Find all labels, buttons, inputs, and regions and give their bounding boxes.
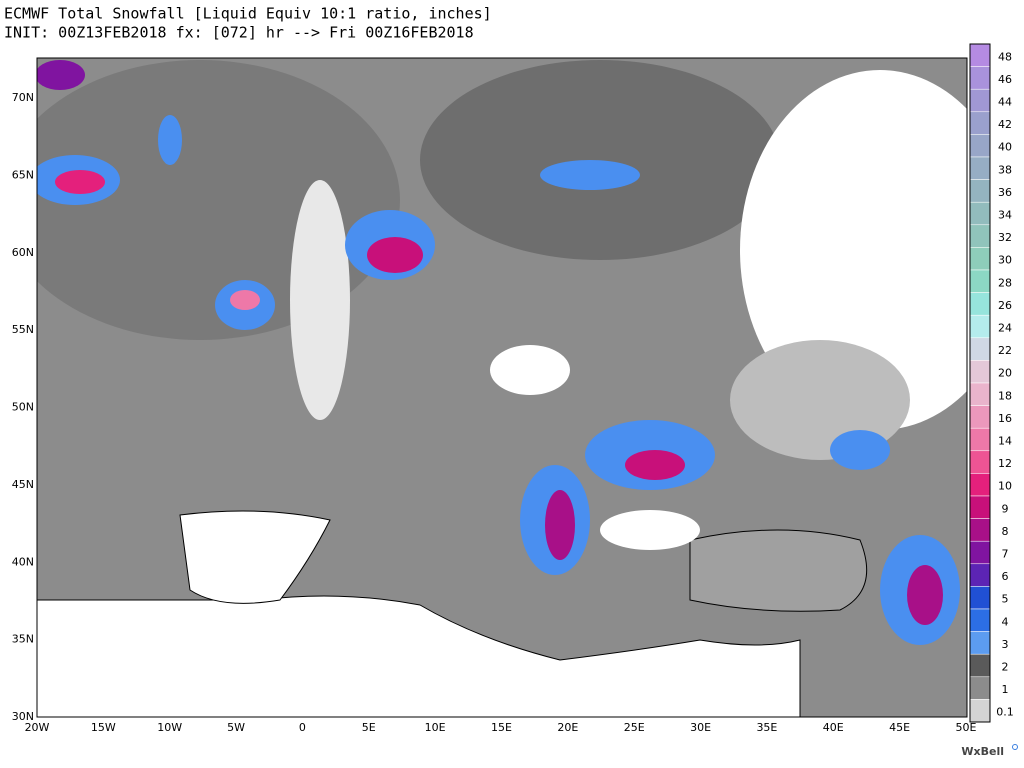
legend-label: 18 — [998, 389, 1012, 402]
legend-frame — [969, 43, 991, 723]
legend-label: 2 — [1002, 661, 1009, 674]
lat-label: 45N — [12, 478, 34, 491]
legend-label: 26 — [998, 299, 1012, 312]
lon-label: 45E — [889, 721, 910, 734]
lon-label: 30E — [690, 721, 711, 734]
legend-label: 38 — [998, 163, 1012, 176]
brand: WxBell — [961, 745, 1004, 758]
legend-label: 36 — [998, 186, 1012, 199]
legend-swatch — [969, 495, 991, 519]
legend-swatch — [969, 292, 991, 316]
legend-label: 48 — [998, 50, 1012, 63]
legend-label: 46 — [998, 73, 1012, 86]
legend-swatch — [969, 631, 991, 655]
legend-label: 32 — [998, 231, 1012, 244]
legend-label: 30 — [998, 254, 1012, 267]
legend-swatch — [969, 676, 991, 700]
legend-swatch — [969, 473, 991, 497]
legend-swatch — [969, 586, 991, 610]
brand-dot — [1012, 744, 1018, 750]
legend-swatch — [969, 43, 991, 67]
legend-swatch — [969, 699, 991, 723]
lon-label: 5W — [227, 721, 245, 734]
lon-label: 20E — [557, 721, 578, 734]
lat-label: 50N — [12, 401, 34, 414]
legend-label: 16 — [998, 412, 1012, 425]
legend-label: 3 — [1002, 638, 1009, 651]
map-frame — [36, 57, 968, 718]
lat-label: 35N — [12, 633, 34, 646]
legend-label: 7 — [1002, 548, 1009, 561]
title: ECMWF Total Snowfall [Liquid Equiv 10:1 … — [4, 5, 492, 23]
legend-label: 8 — [1002, 525, 1009, 538]
lon-label: 20W — [25, 721, 50, 734]
legend-label: 4 — [1002, 615, 1009, 628]
legend-label: 9 — [1002, 502, 1009, 515]
lon-label: 0 — [299, 721, 306, 734]
legend-swatch — [969, 382, 991, 406]
legend-swatch — [969, 247, 991, 271]
legend-swatch — [969, 88, 991, 113]
lon-label: 10W — [157, 721, 182, 734]
legend-swatch — [969, 608, 991, 632]
lon-label: 10E — [425, 721, 446, 734]
legend-label: 14 — [998, 435, 1012, 448]
legend-swatch — [969, 134, 991, 158]
legend-swatch — [969, 360, 991, 384]
legend-swatch — [969, 111, 991, 135]
lon-label: 25E — [624, 721, 645, 734]
legend-swatch — [969, 156, 991, 180]
lat-label: 55N — [12, 323, 34, 336]
lat-label: 60N — [12, 246, 34, 259]
legend-swatch — [969, 518, 991, 542]
legend-label: 44 — [998, 96, 1012, 109]
legend-label: 24 — [998, 322, 1012, 335]
lon-label: 15E — [491, 721, 512, 734]
legend-swatch — [969, 540, 991, 565]
legend-swatch — [969, 427, 991, 452]
legend: 4846444240383634323028262422201816141210… — [969, 43, 1014, 723]
legend-label: 20 — [998, 367, 1012, 380]
legend-label: 5 — [1002, 593, 1009, 606]
legend-swatch — [969, 563, 991, 587]
legend-swatch — [969, 66, 991, 90]
lon-label: 15W — [91, 721, 116, 734]
legend-label: 12 — [998, 457, 1012, 470]
legend-label: 34 — [998, 209, 1012, 222]
legend-swatch — [969, 337, 991, 361]
lat-label: 65N — [12, 168, 34, 181]
legend-swatch — [969, 179, 991, 203]
map — [37, 58, 967, 717]
legend-swatch — [969, 450, 991, 474]
legend-label: 1 — [1002, 683, 1009, 696]
legend-swatch — [969, 201, 991, 226]
lat-label: 30N — [12, 710, 34, 723]
legend-label: 6 — [1002, 570, 1009, 583]
legend-label: 0.1 — [996, 706, 1014, 719]
legend-label: 10 — [998, 480, 1012, 493]
legend-label: 42 — [998, 118, 1012, 131]
legend-label: 28 — [998, 276, 1012, 289]
lon-label: 40E — [823, 721, 844, 734]
legend-swatch — [969, 653, 991, 678]
lat-label: 70N — [12, 91, 34, 104]
legend-label: 22 — [998, 344, 1012, 357]
legend-swatch — [969, 224, 991, 248]
legend-swatch — [969, 314, 991, 339]
lon-label: 50E — [956, 721, 977, 734]
lon-label: 5E — [362, 721, 376, 734]
lon-label: 35E — [756, 721, 777, 734]
legend-swatch — [969, 269, 991, 293]
legend-swatch — [969, 405, 991, 429]
lat-label: 40N — [12, 555, 34, 568]
subtitle: INIT: 00Z13FEB2018 fx: [072] hr --> Fri … — [4, 24, 474, 42]
legend-label: 40 — [998, 141, 1012, 154]
